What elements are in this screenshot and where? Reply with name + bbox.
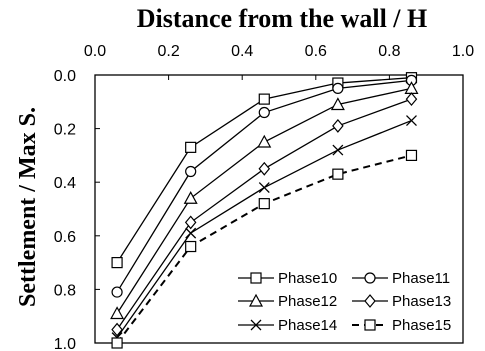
series-phase12 bbox=[110, 81, 419, 320]
data-point bbox=[406, 115, 417, 127]
legend-label: Phase15 bbox=[392, 317, 451, 334]
data-point bbox=[110, 306, 125, 320]
y-tick-label: 0.2 bbox=[54, 122, 76, 139]
data-point bbox=[330, 97, 345, 111]
y-tick-label: 0.8 bbox=[54, 282, 76, 299]
y-tick-label: 0.4 bbox=[54, 175, 76, 192]
x-tick-label: 1.0 bbox=[452, 43, 474, 60]
data-point bbox=[111, 257, 123, 269]
legend-item: Phase14 bbox=[238, 317, 337, 334]
y-axis-label: Settlement / Max S. bbox=[15, 107, 41, 307]
chart-title: Distance from the wall / H bbox=[137, 4, 428, 33]
series-line bbox=[116, 119, 412, 339]
legend: Phase10 Phase11 Phase12 Phase13 Phase14 Phase… bbox=[238, 270, 451, 334]
data-point bbox=[258, 198, 270, 210]
legend-item: Phase13 bbox=[352, 293, 451, 310]
data-point bbox=[185, 240, 197, 253]
series-line bbox=[116, 98, 412, 330]
legend-label: Phase14 bbox=[278, 317, 337, 334]
series-group bbox=[110, 72, 419, 349]
data-point bbox=[111, 322, 123, 337]
legend-item: Phase15 bbox=[352, 317, 451, 334]
data-point bbox=[405, 149, 418, 161]
data-point bbox=[185, 227, 197, 239]
data-point bbox=[258, 182, 270, 194]
series-phase15 bbox=[111, 149, 418, 349]
y-tick-label: 0.6 bbox=[54, 229, 76, 246]
legend-marker bbox=[364, 294, 376, 308]
data-point bbox=[258, 93, 270, 105]
x-tick-label: 0.0 bbox=[84, 43, 106, 60]
legend-marker bbox=[250, 319, 262, 331]
x-tick-label: 0.6 bbox=[305, 43, 327, 60]
y-axis-ticks: 0.0 0.2 0.4 0.6 0.8 1.0 bbox=[54, 68, 100, 351]
x-axis-ticks: 0.0 0.2 0.4 0.6 0.8 1.0 bbox=[84, 43, 474, 80]
legend-marker bbox=[364, 272, 376, 284]
series-phase14 bbox=[111, 115, 417, 344]
legend-label: Phase13 bbox=[392, 293, 451, 310]
legend-marker bbox=[364, 319, 376, 331]
x-tick-label: 0.8 bbox=[378, 43, 400, 60]
series-line bbox=[116, 154, 412, 344]
legend-label: Phase10 bbox=[278, 270, 337, 287]
x-tick-label: 0.2 bbox=[157, 43, 179, 60]
data-point bbox=[185, 165, 197, 178]
legend-item: Phase11 bbox=[352, 270, 450, 287]
legend-label: Phase12 bbox=[278, 293, 337, 310]
data-point bbox=[332, 82, 344, 95]
legend-marker bbox=[250, 272, 262, 284]
data-point bbox=[332, 144, 344, 156]
data-point bbox=[111, 337, 123, 349]
plot-area bbox=[94, 74, 464, 344]
legend-marker bbox=[248, 293, 264, 307]
legend-item: Phase10 bbox=[238, 270, 337, 287]
data-point bbox=[183, 191, 198, 204]
data-point bbox=[258, 161, 271, 176]
legend-item: Phase12 bbox=[238, 293, 337, 310]
series-phase11 bbox=[111, 74, 418, 298]
data-point bbox=[332, 168, 344, 180]
data-point bbox=[405, 92, 418, 107]
data-point bbox=[332, 118, 344, 133]
data-point bbox=[111, 286, 123, 298]
series-phase13 bbox=[111, 92, 418, 337]
data-point bbox=[184, 215, 197, 230]
x-tick-label: 0.4 bbox=[231, 43, 253, 60]
data-point bbox=[185, 141, 197, 153]
y-tick-label: 1.0 bbox=[54, 336, 76, 351]
data-point bbox=[258, 106, 270, 119]
legend-label: Phase11 bbox=[392, 270, 450, 287]
data-point bbox=[257, 134, 272, 148]
y-tick-label: 0.0 bbox=[54, 68, 76, 85]
